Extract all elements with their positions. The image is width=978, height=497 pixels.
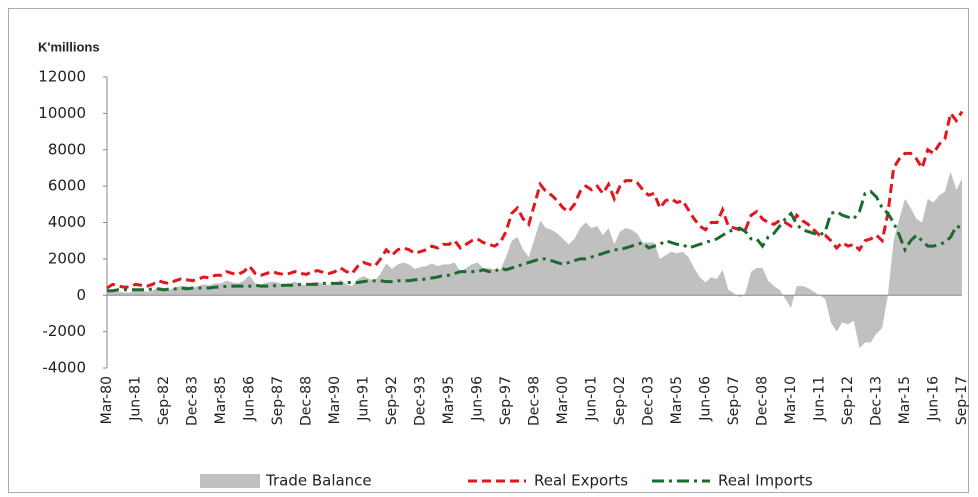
- x-tick-label: Jun-16: [926, 376, 942, 422]
- x-tick-label: Sep-92: [384, 376, 400, 425]
- legend-swatch: [200, 474, 260, 488]
- y-tick-label: 12000: [38, 68, 86, 86]
- y-tick-label: 4000: [48, 213, 86, 231]
- x-tick-label: Dec-93: [413, 376, 429, 426]
- x-tick-label: Jun-86: [242, 376, 258, 422]
- x-tick-label: Jun-91: [356, 376, 372, 422]
- x-tick-label: Mar-05: [669, 376, 685, 424]
- x-tick-label: Dec-13: [869, 376, 885, 426]
- x-tick-label: Mar-95: [441, 376, 457, 424]
- x-tick-label: Sep-02: [612, 376, 628, 425]
- legend-label: Real Exports: [534, 472, 628, 490]
- x-tick-label: Mar-85: [213, 376, 229, 424]
- y-tick-label: 8000: [48, 140, 86, 158]
- x-tick-label: Mar-80: [99, 376, 115, 424]
- x-tick-label: Mar-15: [897, 376, 913, 424]
- x-tick-label: Mar-90: [327, 376, 343, 424]
- y-axis-title: K'millions: [38, 39, 100, 54]
- legend-label: Trade Balance: [265, 472, 372, 490]
- legend-label: Real Imports: [718, 472, 813, 490]
- x-tick-label: Sep-97: [498, 376, 514, 425]
- x-tick-label: Sep-12: [840, 376, 856, 425]
- x-tick-label: Dec-83: [185, 376, 201, 426]
- x-tick-label: Jun-01: [584, 376, 600, 422]
- x-tick-label: Jun-11: [812, 376, 828, 422]
- x-tick-label: Dec-03: [641, 376, 657, 426]
- x-tick-label: Mar-00: [555, 376, 571, 424]
- line: [106, 109, 964, 290]
- y-tick-label: -4000: [42, 359, 86, 377]
- y-tick-label: 6000: [48, 177, 86, 195]
- x-tick-label: Sep-07: [726, 376, 742, 425]
- x-tick-label: Sep-87: [270, 376, 286, 425]
- x-tick-label: Dec-08: [755, 376, 771, 426]
- y-tick-label: 0: [76, 286, 86, 304]
- x-tick-label: Sep-82: [156, 376, 172, 425]
- x-tick-label: Jun-06: [698, 376, 714, 422]
- y-tick-label: 2000: [48, 249, 86, 267]
- x-tick-label: Jun-81: [128, 376, 144, 422]
- x-tick-label: Mar-10: [783, 376, 799, 424]
- line: [107, 189, 963, 293]
- y-tick-label: 10000: [38, 104, 86, 122]
- x-tick-label: Dec-88: [299, 376, 315, 426]
- y-tick-label: -2000: [42, 322, 86, 340]
- x-tick-label: Dec-98: [527, 376, 543, 426]
- x-tick-label: Jun-96: [470, 376, 486, 422]
- x-tick-label: Sep-17: [954, 376, 970, 425]
